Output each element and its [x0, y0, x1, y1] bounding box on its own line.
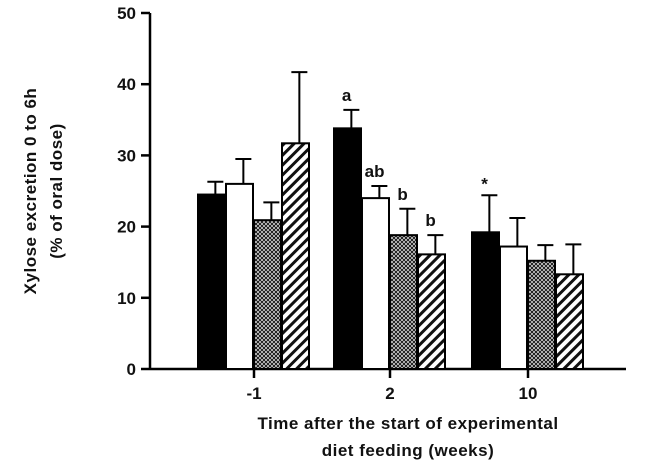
- y-axis-title: (% of oral dose): [47, 123, 66, 259]
- annotation-label: b: [425, 211, 435, 230]
- bar: [471, 231, 500, 370]
- bar: [197, 193, 226, 370]
- bar: [417, 253, 446, 370]
- x-axis-title: Time after the start of experimental: [257, 414, 558, 433]
- annotation-label: b: [397, 185, 407, 204]
- annotation-label: ab: [365, 162, 385, 181]
- x-axis-title: diet feeding (weeks): [322, 441, 494, 460]
- x-tick-label: -1: [246, 384, 261, 403]
- bar: [555, 273, 584, 370]
- bar: [225, 182, 254, 370]
- y-tick-label: 50: [117, 4, 136, 23]
- bar: [389, 234, 418, 370]
- x-tick-label: 10: [519, 384, 538, 403]
- annotation-label: *: [481, 174, 488, 193]
- bar: [253, 219, 282, 370]
- bar: [527, 259, 556, 370]
- bar: [281, 142, 310, 370]
- bar: [333, 127, 362, 370]
- annotation-label: a: [342, 86, 352, 105]
- bar: [361, 197, 390, 370]
- y-axis-title: Xylose excretion 0 to 6h: [21, 88, 40, 295]
- y-tick-label: 0: [127, 360, 136, 379]
- y-tick-label: 40: [117, 75, 136, 94]
- bar: [499, 245, 528, 370]
- bars: [197, 71, 584, 370]
- y-tick-label: 10: [117, 289, 136, 308]
- y-tick-label: 20: [117, 218, 136, 237]
- x-tick-label: 2: [385, 384, 394, 403]
- y-tick-label: 30: [117, 146, 136, 165]
